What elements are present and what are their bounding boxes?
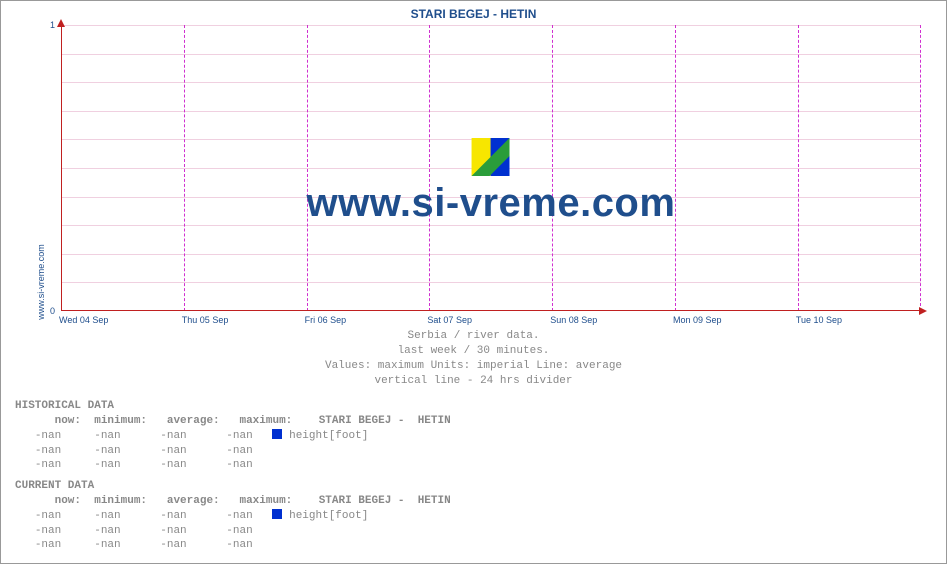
h-gridline	[61, 25, 921, 26]
x-tick: Wed 04 Sep	[59, 311, 108, 325]
series-swatch-icon	[272, 509, 282, 519]
caption-line: vertical line - 24 hrs divider	[1, 374, 946, 389]
h-gridline	[61, 197, 921, 198]
h-gridline	[61, 225, 921, 226]
v-divider	[429, 25, 430, 311]
x-tick: Sat 07 Sep	[427, 311, 472, 325]
v-divider	[307, 25, 308, 311]
x-axis-arrow-icon	[919, 307, 927, 315]
caption-line: Values: maximum Units: imperial Line: av…	[1, 359, 946, 374]
caption-line: Serbia / river data.	[1, 329, 946, 344]
v-divider	[552, 25, 553, 311]
y-axis	[61, 25, 62, 311]
h-gridline	[61, 254, 921, 255]
h-gridline	[61, 111, 921, 112]
historical-headers: now: minimum: average: maximum: STARI BE…	[15, 414, 451, 429]
chart-title: STARI BEGEJ - HETIN	[1, 7, 946, 21]
table-row: -nan -nan -nan -nan	[15, 524, 451, 539]
historical-data-block: HISTORICAL DATA now: minimum: average: m…	[15, 399, 451, 473]
table-row: -nan -nan -nan -nan height[foot]	[15, 429, 451, 444]
current-headers: now: minimum: average: maximum: STARI BE…	[15, 494, 451, 509]
x-tick: Mon 09 Sep	[673, 311, 722, 325]
x-tick: Thu 05 Sep	[182, 311, 229, 325]
table-row: -nan -nan -nan -nan	[15, 538, 451, 553]
x-tick: Fri 06 Sep	[305, 311, 347, 325]
table-row: -nan -nan -nan -nan	[15, 458, 451, 473]
chart-frame: www.si-vreme.com STARI BEGEJ - HETIN 0 1…	[0, 0, 947, 564]
h-gridline	[61, 82, 921, 83]
v-divider	[920, 25, 921, 311]
caption-line: last week / 30 minutes.	[1, 344, 946, 359]
h-gridline	[61, 54, 921, 55]
current-data-block: CURRENT DATA now: minimum: average: maxi…	[15, 479, 451, 553]
historical-heading: HISTORICAL DATA	[15, 399, 451, 414]
watermark: www.si-vreme.com	[307, 138, 676, 226]
plot-area: 0 1 Wed 04 Sep Thu 05 Sep Fri 06 Sep Sat…	[61, 25, 921, 311]
x-tick: Tue 10 Sep	[796, 311, 842, 325]
table-row: -nan -nan -nan -nan height[foot]	[15, 509, 451, 524]
y-axis-arrow-icon	[57, 19, 65, 27]
h-gridline	[61, 282, 921, 283]
x-tick: Sun 08 Sep	[550, 311, 597, 325]
series-swatch-icon	[272, 429, 282, 439]
y-axis-site-label: www.si-vreme.com	[36, 244, 46, 320]
caption-block: Serbia / river data. last week / 30 minu…	[1, 329, 946, 388]
h-gridline	[61, 168, 921, 169]
x-axis	[61, 310, 921, 311]
v-divider	[184, 25, 185, 311]
v-divider	[675, 25, 676, 311]
table-row: -nan -nan -nan -nan	[15, 444, 451, 459]
v-divider	[798, 25, 799, 311]
watermark-text: www.si-vreme.com	[307, 181, 676, 225]
current-heading: CURRENT DATA	[15, 479, 451, 494]
logo-icon	[472, 138, 510, 176]
h-gridline	[61, 139, 921, 140]
